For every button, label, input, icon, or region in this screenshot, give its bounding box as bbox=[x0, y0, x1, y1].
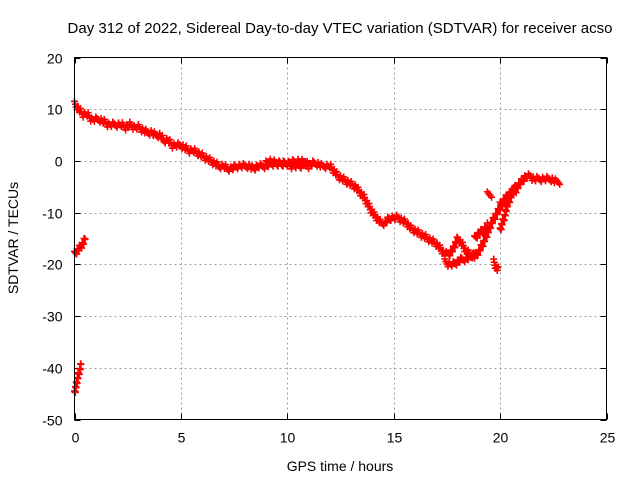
data-point bbox=[383, 219, 391, 227]
y-tick-label: -40 bbox=[42, 361, 62, 377]
x-axis-label: GPS time / hours bbox=[287, 458, 394, 474]
y-tick-label: 0 bbox=[55, 154, 63, 170]
y-tick-label: -20 bbox=[42, 257, 62, 273]
data-point bbox=[480, 228, 488, 236]
tick-labels: 0 5 10 15 20 25 -50 -40 -30 -20 -10 0 10 20 bbox=[42, 51, 615, 446]
series-segment bbox=[71, 97, 564, 262]
ticks bbox=[74, 57, 608, 421]
x-tick-label: 10 bbox=[280, 430, 296, 446]
series-segment bbox=[483, 188, 496, 201]
series-segment bbox=[262, 155, 313, 170]
data-point bbox=[81, 235, 89, 243]
series-segment bbox=[496, 184, 521, 208]
data-point bbox=[482, 224, 490, 232]
series-segment bbox=[71, 360, 85, 396]
series-segment bbox=[71, 234, 89, 258]
data-point bbox=[483, 219, 491, 227]
y-tick-label: -10 bbox=[42, 206, 62, 222]
data-point bbox=[499, 200, 507, 208]
data-point bbox=[494, 263, 502, 271]
y-tick-label: 10 bbox=[47, 102, 63, 118]
data-point bbox=[473, 234, 481, 242]
y-tick-label: 20 bbox=[47, 51, 63, 67]
y-tick-label: -50 bbox=[42, 413, 62, 429]
series-segment bbox=[441, 249, 479, 270]
data-point bbox=[474, 251, 482, 259]
data-point bbox=[512, 189, 520, 197]
data-point bbox=[556, 180, 564, 188]
x-tick-label: 25 bbox=[600, 430, 616, 446]
chart-title: Day 312 of 2022, Sidereal Day-to-day VTE… bbox=[68, 20, 613, 37]
data-point bbox=[305, 160, 313, 168]
data-point bbox=[468, 254, 476, 262]
series-segment bbox=[471, 219, 491, 242]
data-point bbox=[448, 248, 456, 256]
x-tick-label: 5 bbox=[178, 430, 186, 446]
data-point bbox=[501, 196, 509, 204]
y-tick-label: -30 bbox=[42, 309, 62, 325]
grid bbox=[74, 57, 607, 420]
series-segment bbox=[490, 255, 502, 274]
plot-frame bbox=[74, 57, 607, 420]
data-point bbox=[77, 360, 85, 368]
data-points bbox=[71, 97, 564, 396]
y-axis-label: SDTVAR / TECUs bbox=[5, 182, 21, 294]
data-point bbox=[511, 188, 519, 196]
data-point bbox=[471, 250, 479, 258]
x-tick-label: 0 bbox=[72, 430, 80, 446]
data-point bbox=[513, 184, 521, 192]
x-tick-label: 20 bbox=[493, 430, 509, 446]
data-point bbox=[488, 193, 496, 201]
x-tick-label: 15 bbox=[387, 430, 403, 446]
data-point bbox=[251, 166, 259, 174]
data-point bbox=[470, 249, 477, 257]
data-point bbox=[446, 252, 454, 260]
